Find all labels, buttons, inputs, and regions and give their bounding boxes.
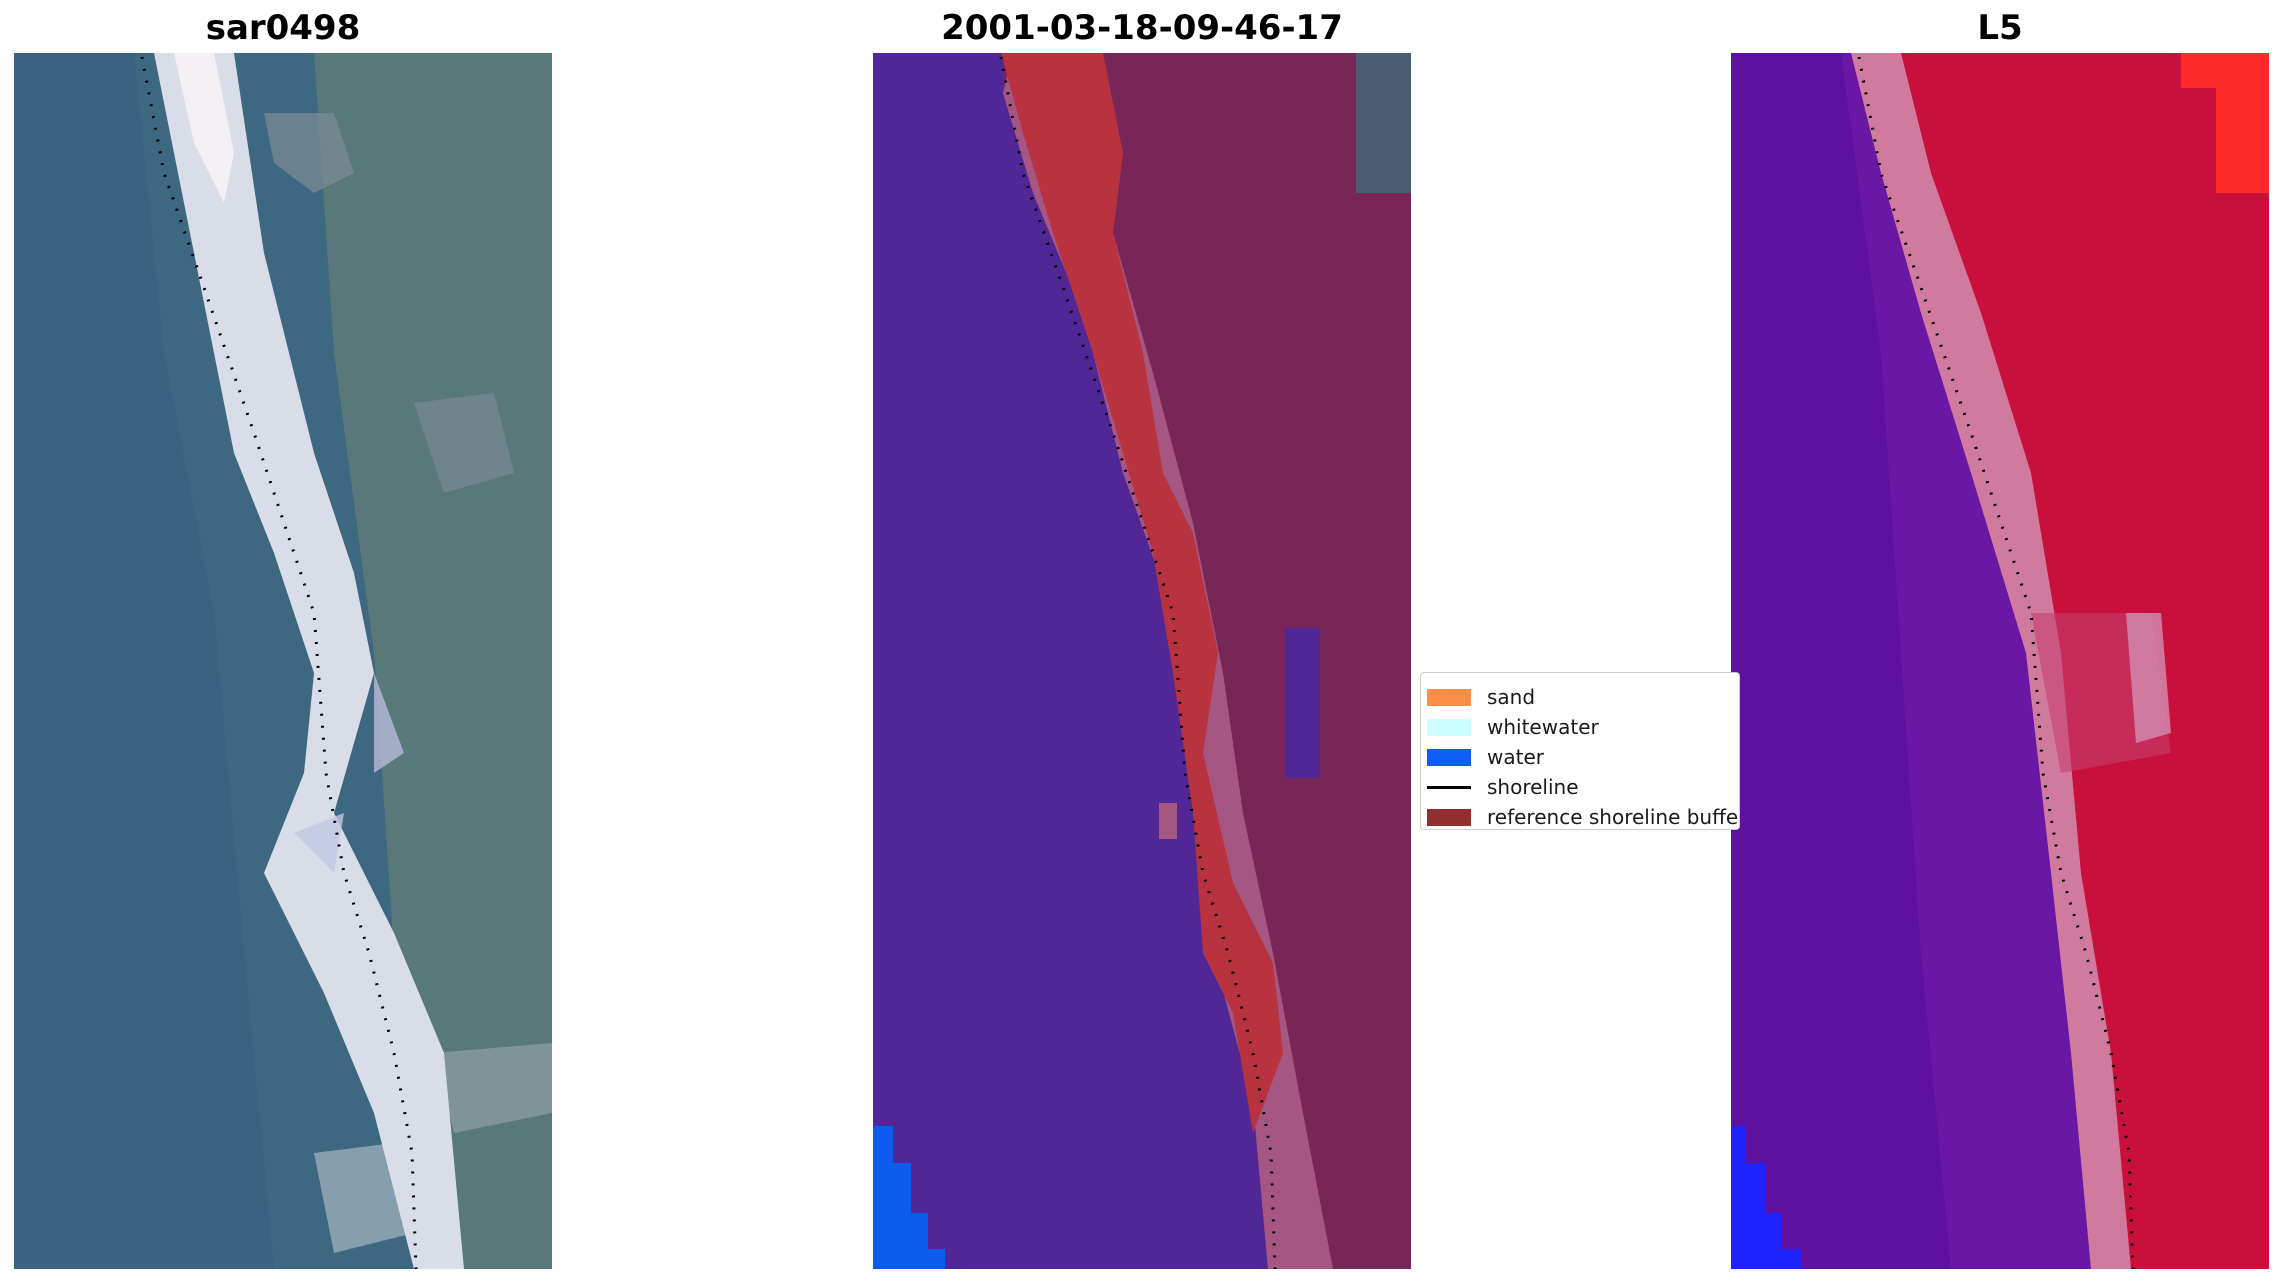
legend-item-sand: sand [1427,683,1535,711]
rgb-image-panel [14,53,552,1269]
legend-item-whitewater: whitewater [1427,713,1599,741]
whitewater-swatch [1427,718,1471,736]
legend-label: water [1487,745,1544,769]
legend-label: sand [1487,685,1536,709]
water-swatch [1427,748,1471,766]
index-panel [1731,53,2269,1269]
panel-title-rgb: sar0498 [205,8,361,48]
legend-label: whitewater [1487,715,1599,739]
index-image [1731,53,2269,1269]
classification-image [873,53,1411,1269]
panel-title-index: L5 [1977,8,2023,48]
legend-item-reference-buffer: reference shoreline buffer [1427,803,1740,829]
reference-buffer-swatch [1427,808,1471,826]
legend-label: shoreline [1487,775,1579,799]
legend-item-shoreline: shoreline [1427,773,1579,801]
legend-label: reference shoreline buffer [1487,805,1740,829]
rgb-satellite-image [14,53,552,1269]
legend: sand whitewater water shoreline referenc… [1420,672,1740,830]
sand-swatch [1427,688,1471,706]
legend-item-water: water [1427,743,1544,771]
classification-panel [873,53,1411,1269]
shoreline-line-swatch [1427,785,1471,789]
panel-title-classification: 2001-03-18-09-46-17 [941,8,1343,48]
